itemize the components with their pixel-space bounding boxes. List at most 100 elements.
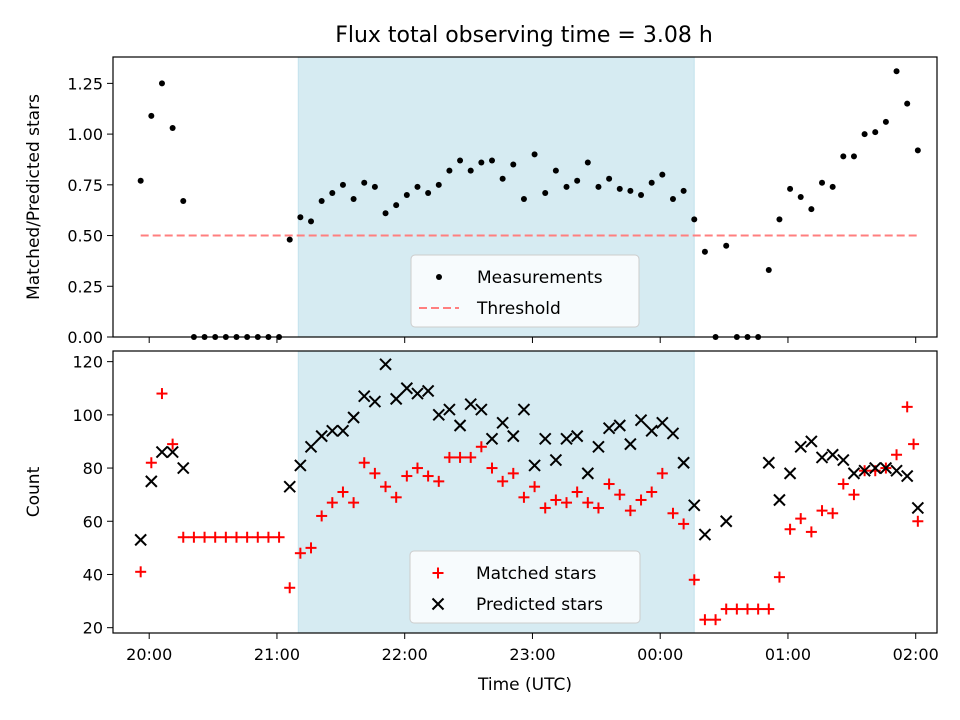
x-tick-label: 21:00 <box>254 645 300 664</box>
matched-star-point <box>209 531 221 543</box>
measurement-point <box>882 118 889 125</box>
matched-star-point <box>805 526 817 538</box>
x-tick-label: 23:00 <box>509 645 555 664</box>
matched-star-point <box>848 489 860 501</box>
legend-marker <box>431 597 445 611</box>
y-tick-label: 60 <box>83 512 103 531</box>
measurement-point <box>627 187 634 194</box>
measurement-point <box>850 153 857 160</box>
matched-star-point <box>699 614 711 626</box>
predicted-star-point <box>900 469 914 483</box>
measurement-point <box>457 157 464 164</box>
y-tick-label: 100 <box>72 406 103 425</box>
predicted-star-point <box>496 416 509 430</box>
predicted-star-point <box>762 456 776 469</box>
measurement-point <box>393 202 400 209</box>
matched-star-point <box>252 531 264 543</box>
matched-star-point <box>241 531 253 543</box>
legend: Measurements Threshold <box>410 254 640 328</box>
measurement-point <box>648 179 655 186</box>
matched-star-point <box>326 497 338 509</box>
y-tick-label: 0.75 <box>67 176 103 195</box>
measurement-point <box>446 167 453 174</box>
matched-star-point <box>188 531 200 543</box>
matched-star-point <box>454 451 466 463</box>
measurement-point <box>872 129 879 136</box>
predicted-star-point <box>517 403 531 416</box>
predicted-star-point <box>475 403 488 416</box>
y-axis: 0.00 0.25 0.50 0.75 1.00 1.25 <box>67 74 113 347</box>
measurement-point <box>137 177 144 184</box>
predicted-star-point <box>432 408 445 422</box>
y-tick-label: 40 <box>83 565 103 584</box>
predicted-star-point <box>421 384 435 398</box>
predicted-star-point <box>528 459 541 472</box>
matched-star-point <box>390 491 402 503</box>
measurement-point <box>616 185 623 192</box>
matched-star-point <box>646 486 658 498</box>
measurement-point <box>808 206 815 213</box>
matched-star-point <box>369 467 381 479</box>
predicted-star-point <box>688 499 701 512</box>
measurement-point <box>787 185 794 192</box>
predicted-star-point <box>283 480 296 493</box>
predicted-star-point <box>368 395 382 408</box>
measurement-point <box>542 189 549 196</box>
legend-marker <box>432 567 444 579</box>
predicted-star-point <box>304 440 318 453</box>
plot-frame <box>112 350 938 634</box>
measurement-point <box>467 167 474 174</box>
matched-star-point <box>145 457 157 469</box>
measurement-point <box>574 177 581 184</box>
chart-title: Flux total observing time = 3.08 h <box>335 23 713 48</box>
y-axis: 20 40 60 80 100 120 <box>72 353 113 638</box>
measurement-point <box>797 194 804 200</box>
measurement-point <box>435 181 442 188</box>
predicted-star-point <box>815 451 829 464</box>
y-tick-label: 1.00 <box>67 125 103 144</box>
measurement-point <box>329 189 336 196</box>
matched-star-point <box>678 518 690 530</box>
predicted-star-point <box>634 413 648 427</box>
measurement-point <box>169 125 176 132</box>
y-axis-label: Matched/Predicted stars <box>24 94 44 300</box>
predicted-star-point <box>624 437 637 451</box>
measurement-point <box>339 181 346 188</box>
matched-star-point <box>529 481 541 493</box>
matched-star-point <box>816 505 828 517</box>
matched-star-point <box>230 531 242 543</box>
predicted-star-point <box>837 453 850 467</box>
predicted-star-point <box>794 440 807 453</box>
matched-star-point <box>763 603 775 615</box>
measurement-point <box>659 171 666 178</box>
matched-star-point <box>167 438 179 450</box>
predicted-star-point <box>783 467 797 480</box>
measurement-point <box>414 183 421 190</box>
matched-star-point <box>688 574 700 586</box>
y-tick-label: 0.50 <box>67 227 103 246</box>
measurement-point <box>425 189 432 196</box>
measurement-point <box>350 196 357 203</box>
matched-star-point <box>731 603 743 615</box>
predicted-star-point <box>539 432 552 445</box>
measurement-point <box>819 179 826 186</box>
matched-star-point <box>380 481 392 493</box>
matched-star-point <box>443 451 455 463</box>
measurement-point <box>499 175 506 182</box>
matched-star-point <box>624 505 636 517</box>
matched-star-point <box>433 475 445 487</box>
count-panel: 20 40 60 80 100 120 20:00 21:00 22:00 23:00 00:00… <box>24 350 939 695</box>
predicted-star-point <box>570 429 584 443</box>
x-tick-label: 22:00 <box>382 645 428 664</box>
measurement-point <box>691 216 698 223</box>
matched-star-point <box>561 497 573 509</box>
legend-box <box>410 254 640 328</box>
measurement-point <box>488 157 495 164</box>
legend-label: Measurements <box>477 268 603 288</box>
matched-star-point <box>284 582 296 594</box>
predicted-star-point <box>411 387 424 400</box>
predicted-star-point <box>698 528 712 541</box>
measurement-point <box>701 248 708 255</box>
matched-star-point <box>411 462 423 474</box>
measurement-point <box>595 183 602 190</box>
